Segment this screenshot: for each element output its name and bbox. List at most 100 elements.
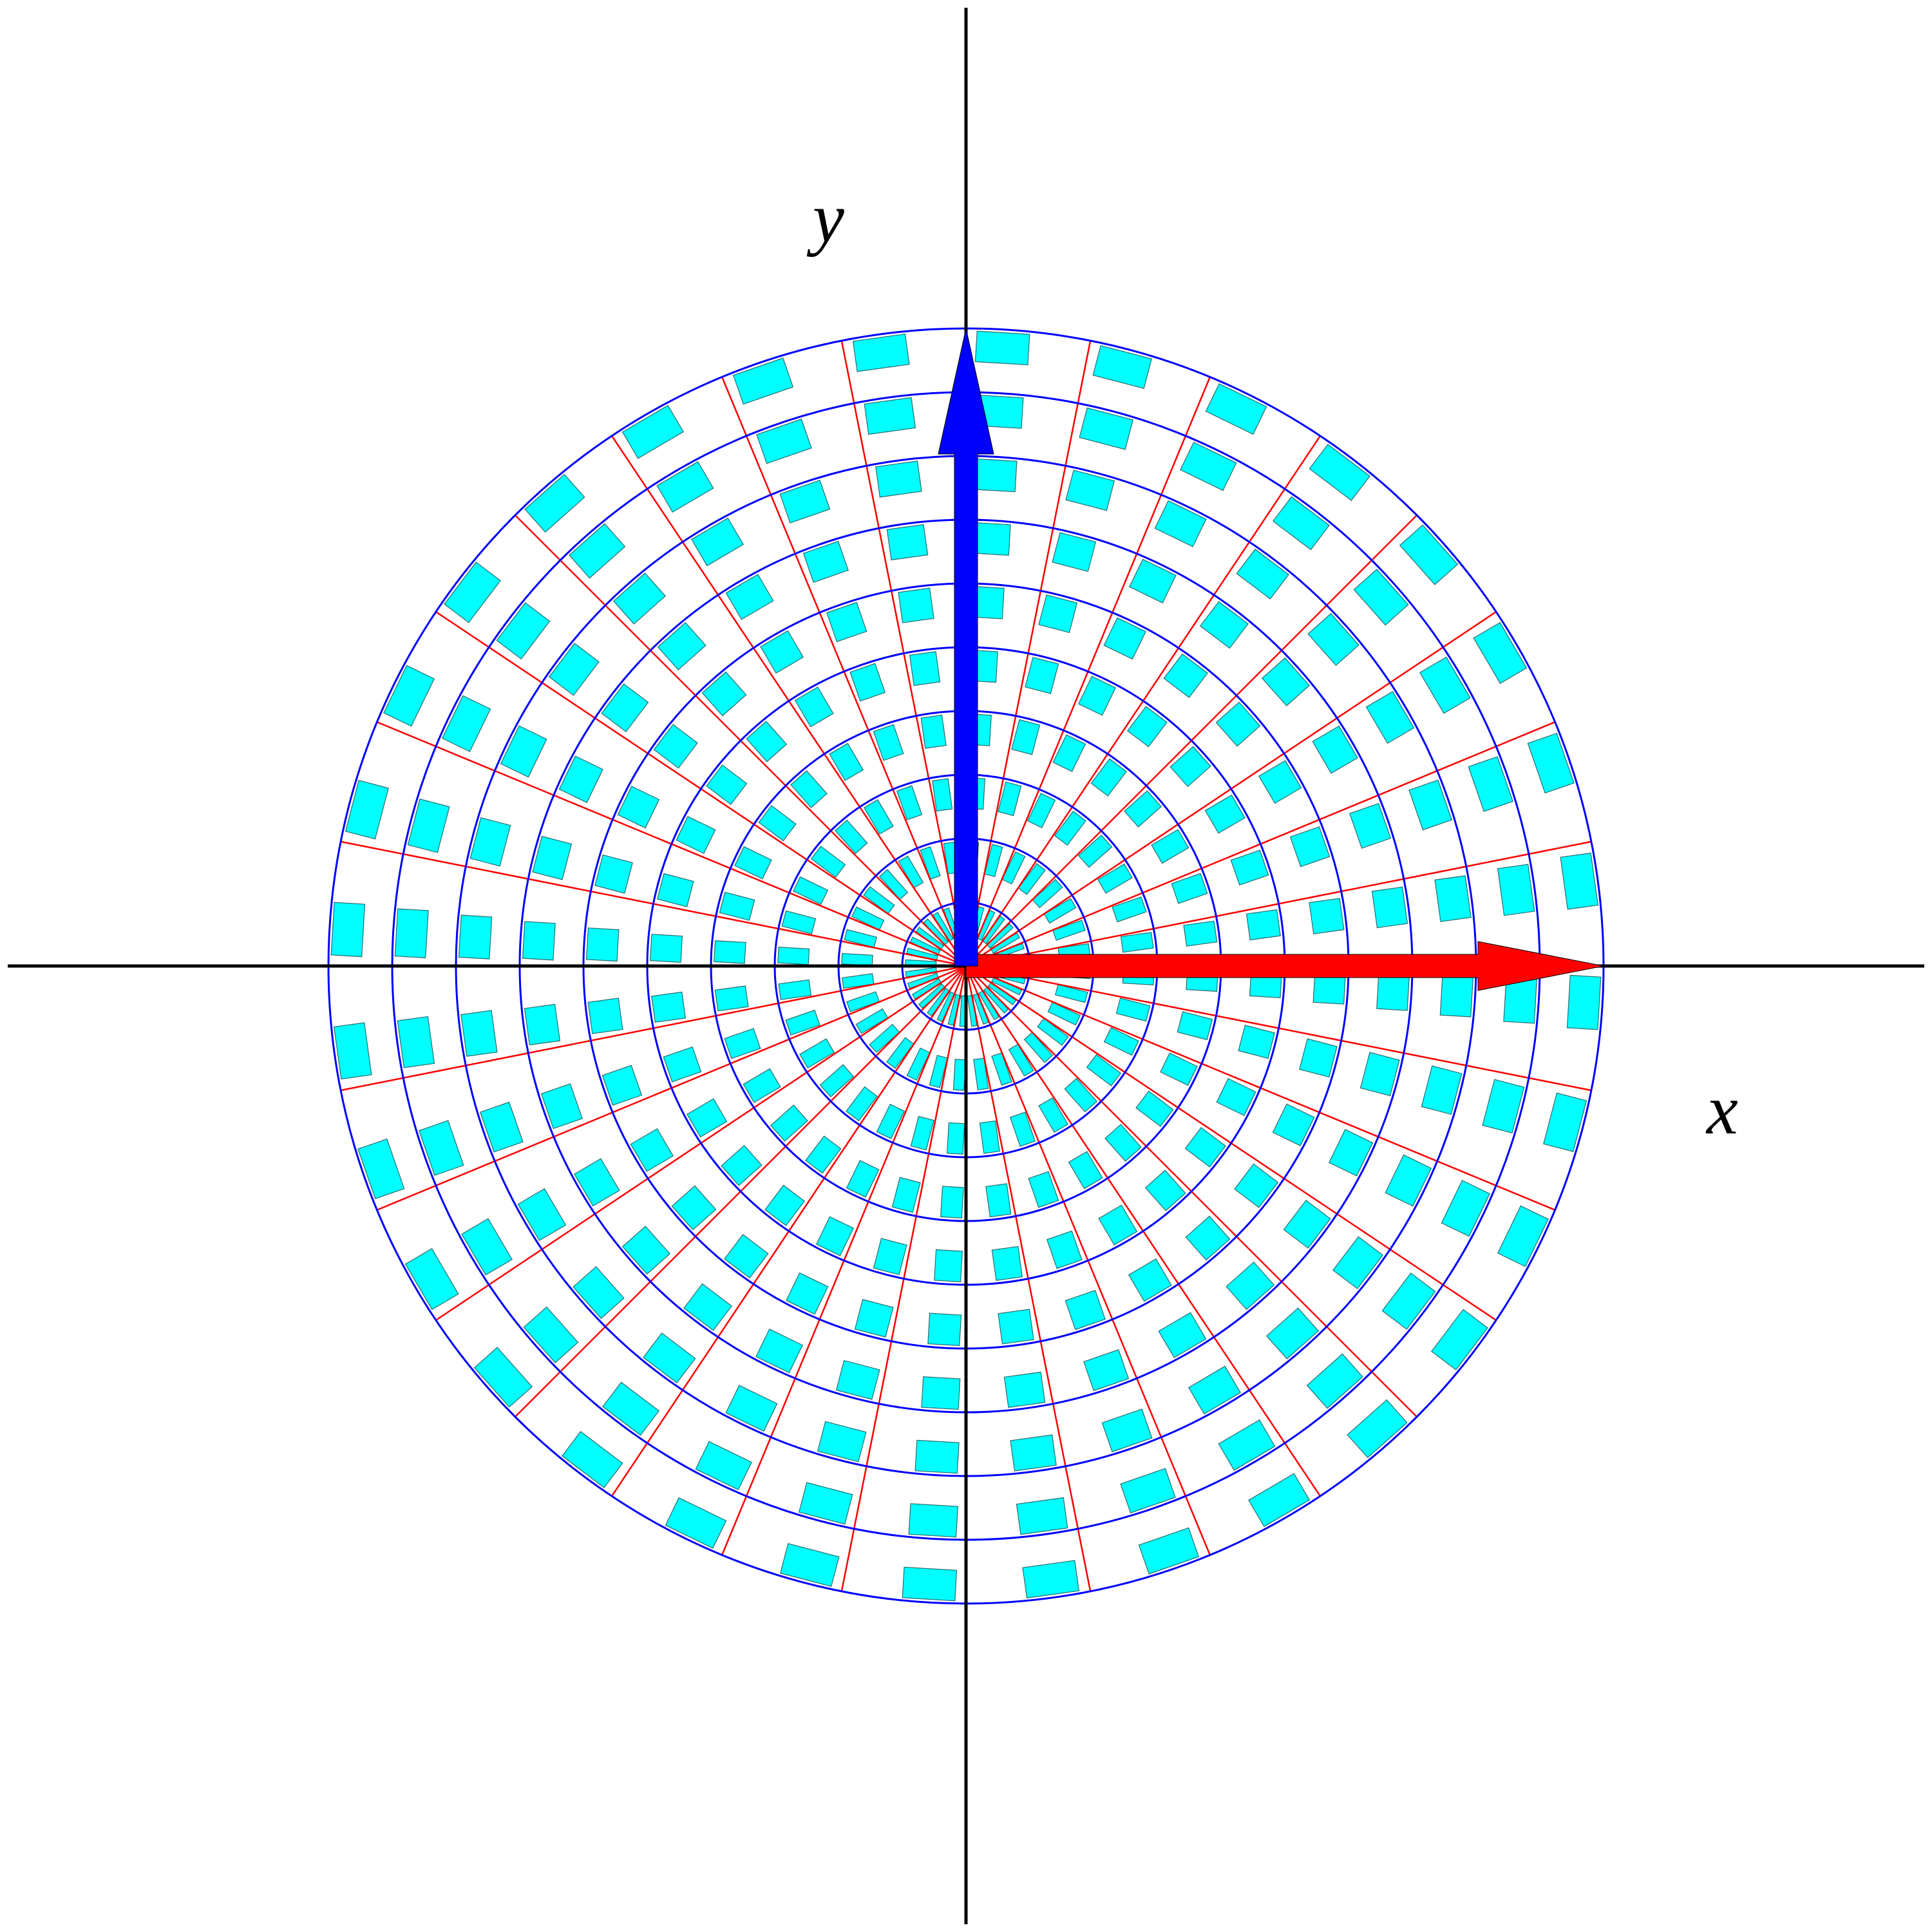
cell-marker bbox=[973, 1057, 989, 1091]
cell-marker bbox=[1065, 1289, 1106, 1331]
cell-marker bbox=[333, 1022, 372, 1080]
cell-marker bbox=[855, 1008, 889, 1034]
cell-marker bbox=[1025, 656, 1059, 694]
cell-marker bbox=[651, 991, 687, 1023]
cell-marker bbox=[780, 1543, 840, 1587]
cell-marker bbox=[1158, 1312, 1207, 1358]
cell-marker bbox=[1160, 1052, 1198, 1086]
cell-marker bbox=[1010, 1434, 1057, 1472]
cell-marker bbox=[1138, 1527, 1200, 1575]
cell-marker bbox=[1234, 1163, 1279, 1208]
cell-marker bbox=[835, 1359, 880, 1400]
cell-marker bbox=[1129, 558, 1177, 603]
cell-marker bbox=[979, 1120, 1000, 1154]
cell-marker bbox=[799, 1038, 835, 1069]
cell-marker bbox=[1016, 1497, 1068, 1535]
cell-marker bbox=[517, 1188, 567, 1241]
cell-marker bbox=[1309, 444, 1370, 501]
cell-marker bbox=[562, 1431, 623, 1488]
cell-marker bbox=[898, 587, 934, 623]
cell-marker bbox=[770, 1104, 808, 1142]
cell-marker bbox=[458, 914, 493, 960]
cell-marker bbox=[691, 517, 744, 567]
cell-marker bbox=[863, 799, 894, 835]
cell-marker bbox=[496, 602, 551, 660]
cell-marker bbox=[1047, 1001, 1081, 1026]
cell-marker bbox=[441, 695, 491, 752]
cell-marker bbox=[532, 835, 573, 880]
cell-marker bbox=[793, 876, 829, 905]
cell-marker bbox=[1265, 1307, 1320, 1359]
cell-marker bbox=[1120, 1468, 1176, 1513]
cell-marker bbox=[920, 846, 941, 880]
cell-marker bbox=[383, 665, 435, 727]
cell-marker bbox=[906, 1047, 931, 1081]
cell-marker bbox=[1101, 1408, 1153, 1453]
x-basis-vector-arrow bbox=[965, 941, 1604, 991]
cell-marker bbox=[657, 621, 706, 671]
cell-marker bbox=[1527, 732, 1575, 794]
cell-marker bbox=[573, 1265, 625, 1320]
cell-marker bbox=[656, 873, 694, 907]
cell-marker bbox=[1236, 548, 1289, 600]
cell-marker bbox=[851, 906, 885, 931]
cell-marker bbox=[1441, 1180, 1491, 1237]
cell-marker bbox=[985, 1183, 1012, 1218]
cell-marker bbox=[1421, 1065, 1463, 1115]
cell-marker bbox=[756, 419, 812, 464]
cell-marker bbox=[407, 798, 450, 853]
cell-marker bbox=[345, 780, 389, 840]
cell-marker bbox=[419, 1120, 464, 1176]
cell-marker bbox=[1359, 1052, 1400, 1097]
cell-marker bbox=[952, 1059, 967, 1091]
cell-marker bbox=[1199, 601, 1249, 649]
cell-marker bbox=[817, 1421, 867, 1463]
cell-marker bbox=[665, 1497, 727, 1549]
cell-marker bbox=[460, 1010, 498, 1057]
cell-marker bbox=[974, 330, 1030, 366]
cell-marker bbox=[779, 479, 831, 524]
cell-marker bbox=[972, 458, 1018, 493]
cell-marker bbox=[1008, 1043, 1034, 1077]
cell-marker bbox=[1154, 500, 1207, 547]
cell-marker bbox=[1238, 1025, 1276, 1059]
cell-marker bbox=[1312, 725, 1358, 774]
cell-marker bbox=[404, 1248, 459, 1311]
cell-marker bbox=[798, 1482, 853, 1525]
cell-marker bbox=[719, 891, 755, 921]
cell-marker bbox=[444, 562, 501, 623]
cell-marker bbox=[805, 1135, 842, 1174]
cell-marker bbox=[357, 1138, 405, 1200]
cell-marker bbox=[863, 886, 895, 914]
cell-marker bbox=[1307, 612, 1359, 667]
cell-marker bbox=[656, 461, 714, 513]
cell-marker bbox=[671, 1185, 717, 1231]
cell-marker bbox=[846, 1086, 878, 1122]
cell-marker bbox=[617, 786, 660, 829]
cell-marker bbox=[1086, 1054, 1122, 1086]
cell-marker bbox=[1188, 1365, 1241, 1415]
cell-marker bbox=[1497, 1205, 1549, 1267]
cell-marker bbox=[1043, 898, 1077, 924]
cell-marker bbox=[394, 908, 429, 958]
cell-marker bbox=[397, 1016, 435, 1068]
cell-marker bbox=[649, 934, 683, 963]
cell-marker bbox=[914, 1439, 960, 1474]
cell-marker bbox=[602, 1381, 660, 1436]
cell-marker bbox=[1381, 1272, 1436, 1330]
cell-marker bbox=[891, 1177, 921, 1213]
cell-marker bbox=[929, 1055, 948, 1088]
cell-marker bbox=[876, 1103, 905, 1139]
cell-marker bbox=[1023, 1032, 1054, 1063]
cell-marker bbox=[1038, 1097, 1069, 1133]
cell-marker bbox=[1205, 383, 1267, 435]
cell-marker bbox=[1009, 1112, 1036, 1147]
cell-marker bbox=[909, 651, 941, 687]
cell-marker bbox=[469, 817, 511, 867]
cell-marker bbox=[621, 404, 684, 459]
cell-marker bbox=[1170, 746, 1211, 788]
cell-marker bbox=[594, 854, 633, 894]
cell-marker bbox=[802, 540, 849, 583]
cell-marker bbox=[1055, 984, 1088, 1003]
cell-marker bbox=[1299, 1038, 1338, 1078]
